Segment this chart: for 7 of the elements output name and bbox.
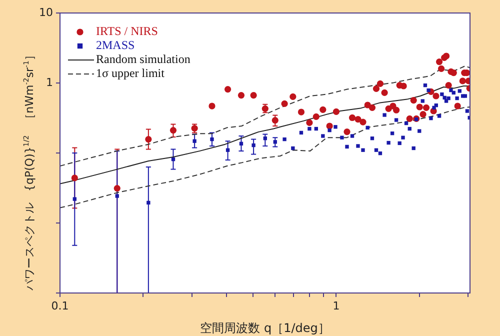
y-tick-label: 10 [39,6,53,19]
x-axis-title: 空間周波数 q［1/deg］ [200,320,330,335]
x-tick-label: 0.1 [51,299,69,312]
legend-label: IRTS / NIRS [96,24,158,38]
legend-label: 2MASS [96,38,135,52]
legend-label: Random simulation [96,52,190,66]
legend-label: 1σ upper limit [96,66,166,80]
